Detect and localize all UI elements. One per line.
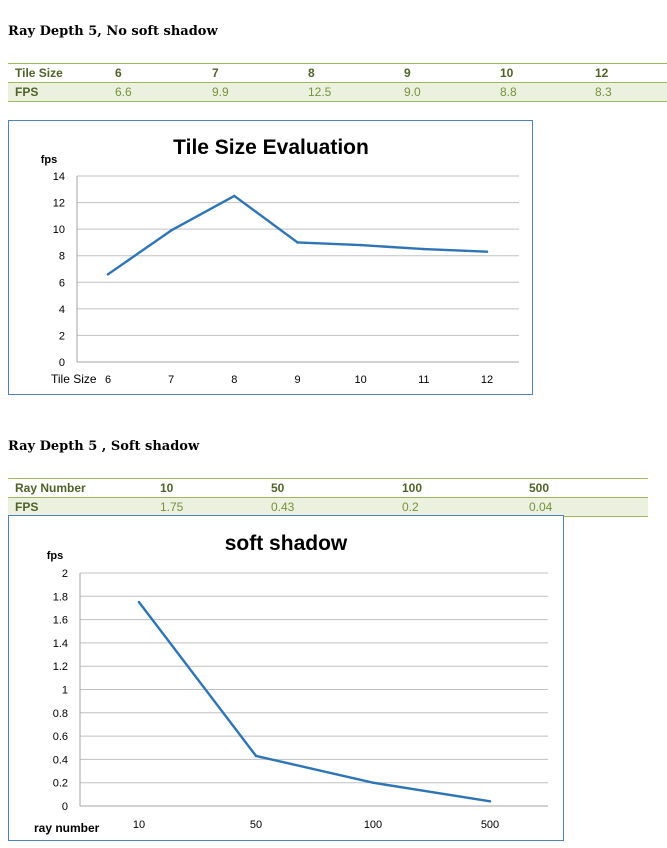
table-cell: 8.3 <box>588 82 667 102</box>
y-tick-label: 0.4 <box>53 754 68 766</box>
data-point <box>422 247 426 251</box>
y-axis-label: fps <box>41 154 58 166</box>
y-tick-label: 12 <box>53 198 65 210</box>
table-header-cell: 50 <box>264 478 395 498</box>
data-point <box>254 754 258 758</box>
series-line-segment <box>106 229 173 276</box>
table-header-cell: 8 <box>301 63 397 83</box>
y-tick-label: 14 <box>53 171 65 183</box>
table-row: FPS 1.75 0.43 0.2 0.04 <box>8 497 648 517</box>
series-line-segment <box>233 194 299 244</box>
table-cell: 8.8 <box>493 82 588 102</box>
series-line-segment <box>169 194 236 232</box>
soft-shadow-chart-svg: soft shadow fps ray number 0 0.2 0.4 0.6 0.8 1 1.… <box>34 532 548 835</box>
table-header-cell: 100 <box>395 478 522 498</box>
x-tick-label: 100 <box>364 819 382 831</box>
x-tick-label: 500 <box>481 819 499 831</box>
x-tick-label: 6 <box>105 374 111 386</box>
x-tick-label: 10 <box>355 374 367 386</box>
table-cell: 0.43 <box>264 497 395 517</box>
table-header-row: Tile Size 6 7 8 9 10 12 <box>8 63 667 83</box>
x-tick-label: 12 <box>481 374 493 386</box>
y-tick-label: 0 <box>59 357 65 369</box>
y-tick-label: 6 <box>59 277 65 289</box>
y-tick-label: 0 <box>62 801 68 813</box>
table-header-cell: 6 <box>108 63 205 83</box>
table-header-cell: Tile Size <box>8 63 108 83</box>
x-tick-label: 7 <box>168 374 174 386</box>
ray-number-table: Ray Number 10 50 100 500 FPS 1.75 0.43 0… <box>8 478 648 517</box>
data-point <box>169 229 173 232</box>
table-header-cell: 9 <box>397 63 493 83</box>
x-tick-label: 11 <box>418 374 429 386</box>
data-point <box>137 600 141 604</box>
table-header-cell: Ray Number <box>8 478 153 498</box>
data-point <box>359 243 362 247</box>
chart-title: soft shadow <box>225 532 348 555</box>
y-tick-label: 2 <box>62 568 68 580</box>
section2-heading: Ray Depth 5 , Soft shadow <box>8 439 200 454</box>
y-tick-label: 2 <box>59 330 65 342</box>
y-tick-label: 0.2 <box>53 778 68 790</box>
y-tick-label: 1.6 <box>53 615 68 627</box>
tile-size-chart-svg: Tile Size Evaluation fps Tile Size 0 2 4 6 8 10 1… <box>41 136 519 386</box>
table-cell: 9.9 <box>205 82 301 102</box>
table-cell: 1.75 <box>153 497 264 517</box>
y-tick-label: 8 <box>59 251 65 263</box>
series-line-segment <box>137 600 258 758</box>
table-cell: 9.0 <box>397 82 493 102</box>
table-header-cell: 10 <box>153 478 264 498</box>
table-row: FPS 6.6 9.9 12.5 9.0 8.8 8.3 <box>8 82 667 102</box>
y-tick-label: 0.8 <box>53 708 68 720</box>
x-axis-label: Tile Size <box>51 372 97 386</box>
y-tick-label: 1.4 <box>53 638 68 650</box>
x-axis-label: ray number <box>34 821 100 835</box>
tile-size-chart: Tile Size Evaluation fps Tile Size 0 2 4 6 8 10 1… <box>8 120 533 395</box>
series-line-segment <box>371 781 492 803</box>
table-cell: 0.2 <box>395 497 522 517</box>
table-header-cell: 10 <box>493 63 588 83</box>
table-header-cell: 12 <box>588 63 667 83</box>
table-cell: 12.5 <box>301 82 397 102</box>
table-cell: 6.6 <box>108 82 205 102</box>
data-point <box>485 250 489 253</box>
data-point <box>233 194 236 198</box>
data-point <box>371 781 375 784</box>
y-tick-label: 4 <box>59 304 65 316</box>
section1-heading: Ray Depth 5, No soft shadow <box>8 24 218 39</box>
table-row-label: FPS <box>8 497 153 517</box>
x-tick-label: 10 <box>133 819 145 831</box>
series-line-segment <box>296 241 362 247</box>
soft-shadow-chart: soft shadow fps ray number 0 0.2 0.4 0.6 0.8 1 1.… <box>8 515 564 841</box>
series-line-segment <box>422 247 489 253</box>
chart-title: Tile Size Evaluation <box>173 136 369 159</box>
y-tick-label: 1.2 <box>53 661 68 673</box>
table-header-cell: 7 <box>205 63 301 83</box>
series-line-segment <box>359 243 426 251</box>
table-header-cell: 500 <box>522 478 648 498</box>
table-cell: 0.04 <box>522 497 648 517</box>
table-header-row: Ray Number 10 50 100 500 <box>8 478 648 498</box>
y-tick-label: 0.6 <box>53 731 68 743</box>
tile-size-table: Tile Size 6 7 8 9 10 12 FPS 6.6 9.9 12.5… <box>8 63 667 102</box>
data-point <box>488 800 492 803</box>
y-axis-label: fps <box>47 550 64 562</box>
y-tick-label: 1 <box>62 685 68 697</box>
y-tick-label: 1.8 <box>53 591 68 603</box>
data-point <box>106 273 110 276</box>
table-row-label: FPS <box>8 82 108 102</box>
series-line-segment <box>254 754 375 784</box>
data-point <box>296 241 299 244</box>
x-tick-label: 50 <box>250 819 262 831</box>
y-tick-label: 10 <box>53 224 65 236</box>
x-tick-label: 8 <box>231 374 237 386</box>
x-tick-label: 9 <box>294 374 300 386</box>
